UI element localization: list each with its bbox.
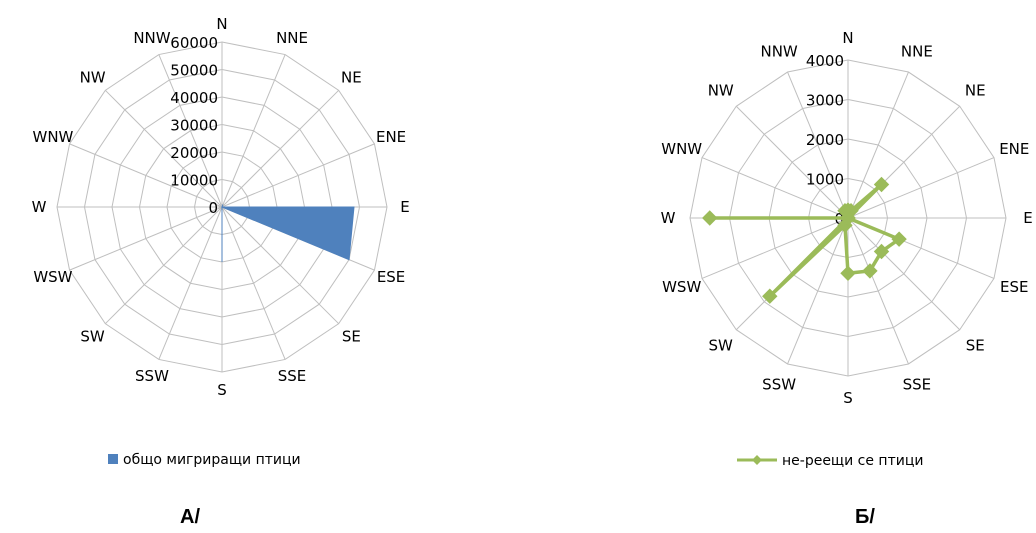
spoke-line [787, 71, 849, 219]
spoke-line [735, 105, 849, 219]
spoke-line [221, 54, 286, 208]
direction-label: SW [80, 327, 105, 345]
data-point [862, 263, 878, 279]
direction-label: SSW [135, 367, 169, 385]
data-point [840, 265, 856, 282]
tick-label: 3000 [806, 92, 844, 110]
spoke-line [847, 217, 961, 331]
direction-label: ESE [1000, 278, 1028, 296]
direction-label: NE [965, 82, 986, 100]
direction-label: ESE [377, 268, 405, 286]
spoke-line [787, 217, 849, 365]
direction-label: W [32, 198, 47, 216]
spoke-line [847, 217, 909, 365]
direction-label: E [1023, 209, 1032, 227]
direction-label: N [842, 29, 853, 47]
direction-label: N [216, 15, 227, 33]
spoke-line [221, 206, 340, 325]
direction-label: NNW [760, 43, 797, 61]
direction-label: SSW [762, 375, 796, 393]
spoke-line [847, 71, 909, 219]
direction-label: SSE [278, 367, 307, 385]
direction-label: NNW [133, 29, 170, 47]
spoke-line [701, 157, 849, 219]
tick-label: 4000 [806, 52, 844, 70]
spoke-line [847, 157, 995, 219]
legend-swatch [108, 454, 118, 464]
spoke-line [158, 54, 223, 208]
radar-chart-a: N NNE NE ENE E ESE SE SSE S SSW SW WSW W WNW NW NNW 0 100… [32, 15, 410, 528]
legend-marker [752, 455, 762, 465]
spoke-line [158, 206, 223, 360]
spoke-line [69, 143, 223, 208]
chart-caption: А/ [180, 506, 200, 528]
data-point [762, 288, 778, 304]
direction-label: SE [342, 327, 361, 345]
radar-chart-b: NNNENEENEEESESESSESSSWSWWSWWWNWNWNNW0100… [661, 29, 1033, 528]
data-point [837, 202, 853, 219]
data-point [891, 231, 907, 247]
spoke-line [701, 217, 849, 279]
tick-label: 40000 [170, 89, 218, 107]
series-area [221, 204, 355, 262]
direction-label: NW [708, 82, 734, 100]
tick-label: 10000 [170, 172, 218, 190]
chart-caption: Б/ [855, 506, 875, 528]
direction-label: NE [341, 69, 362, 87]
direction-label: NNE [901, 43, 933, 61]
data-point [873, 243, 890, 260]
tick-label: 30000 [170, 117, 218, 135]
spoke-line [221, 143, 375, 208]
direction-label: WSW [662, 278, 701, 296]
spoke-line [104, 89, 223, 208]
direction-label: ENE [376, 128, 406, 146]
spoke-line [69, 206, 223, 271]
direction-label: SE [966, 336, 985, 354]
spoke-line [104, 206, 223, 325]
tick-label: 2000 [806, 131, 844, 149]
legend-label: общо мигриращи птици [123, 452, 301, 468]
direction-label: S [217, 381, 227, 399]
spoke-line [221, 89, 340, 208]
direction-label: SSE [903, 375, 932, 393]
spoke-line [221, 206, 286, 360]
direction-label: WSW [33, 268, 72, 286]
direction-label: NNE [276, 29, 308, 47]
tick-label: 20000 [170, 144, 218, 162]
direction-label: E [400, 198, 409, 216]
direction-label: NW [80, 69, 106, 87]
direction-label: WNW [32, 128, 73, 146]
tick-label: 0 [208, 199, 218, 217]
direction-label: SW [709, 336, 734, 354]
tick-label: 50000 [170, 62, 218, 80]
direction-label: WNW [661, 140, 702, 158]
direction-label: ENE [999, 140, 1029, 158]
tick-label: 1000 [806, 171, 844, 189]
data-point [873, 176, 890, 193]
data-point [702, 210, 718, 226]
legend-label: не-реещи се птици [782, 453, 923, 469]
direction-label: W [661, 209, 676, 227]
tick-label: 60000 [170, 34, 218, 52]
direction-label: S [843, 389, 853, 407]
